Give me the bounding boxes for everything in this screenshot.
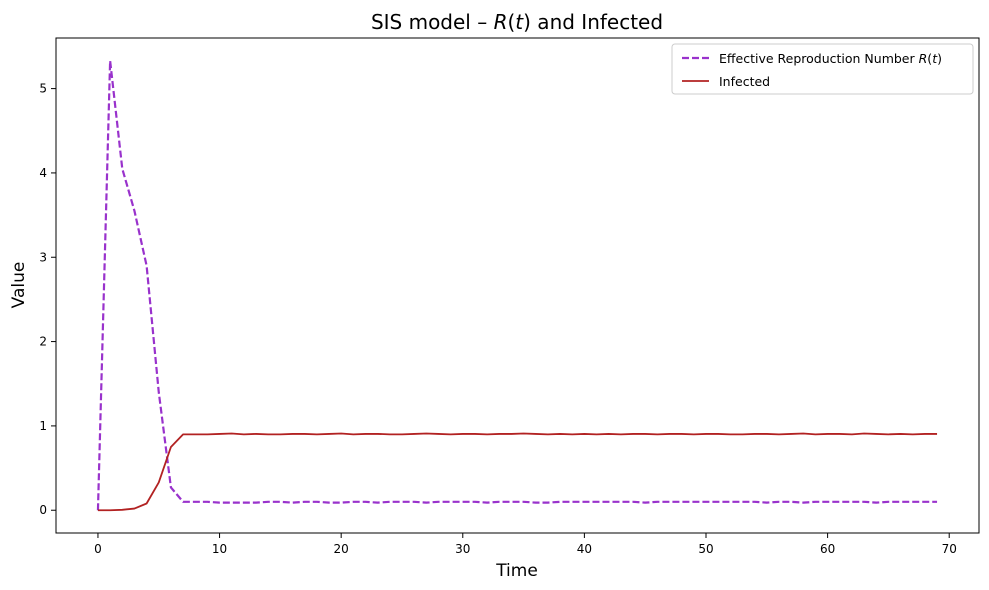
y-tick-label: 5 (39, 82, 47, 96)
series-line-infected (97, 432, 938, 512)
y-axis: 0 1 2 3 4 5 (39, 82, 56, 517)
series-line-r (96, 59, 938, 511)
x-axis-title: Time (495, 561, 538, 581)
x-tick-label: 60 (820, 542, 835, 556)
x-tick-label: 30 (455, 542, 470, 556)
x-axis: 0 10 20 30 40 50 60 70 (94, 533, 957, 556)
y-tick-label: 3 (39, 250, 47, 264)
x-tick-label: 10 (212, 542, 227, 556)
y-tick-label: 4 (39, 166, 47, 180)
y-axis-title: Value (9, 262, 29, 309)
y-tick-label: 2 (39, 335, 47, 349)
legend-label-infected: Infected (719, 74, 770, 89)
x-tick-label: 0 (94, 542, 102, 556)
y-tick-label: 1 (39, 419, 47, 433)
series-layer (96, 59, 938, 512)
plot-area (55, 37, 980, 534)
legend-label-r: Effective Reproduction Number R(t) (719, 51, 942, 66)
plot-frame (55, 37, 980, 534)
y-tick-label: 0 (39, 503, 47, 517)
x-tick-label: 70 (942, 542, 957, 556)
legend: Effective Reproduction Number R(t) Infec… (671, 43, 974, 95)
x-tick-label: 50 (698, 542, 713, 556)
x-tick-label: 20 (334, 542, 349, 556)
legend-frame (671, 43, 974, 95)
x-tick-label: 40 (577, 542, 592, 556)
chart-title: SIS model – R(t) and Infected (371, 10, 663, 34)
